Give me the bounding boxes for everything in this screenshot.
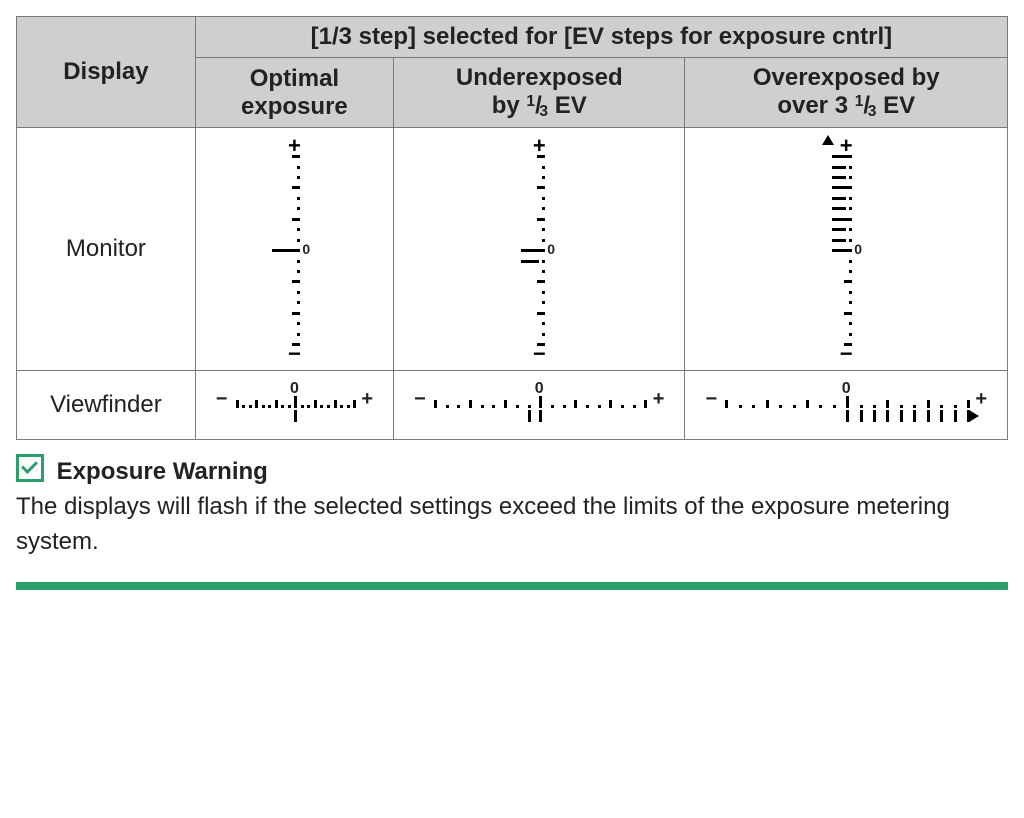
section-rule (16, 582, 1008, 590)
col-header-under: Underexposed by 1/3 EV (394, 58, 685, 128)
viewfinder-optimal-cell: −+0 (195, 371, 393, 440)
col-header-line2: exposure (241, 93, 348, 120)
exposure-table: Display [1/3 step] selected for [EV step… (16, 16, 1008, 440)
row-header-display: Display (17, 17, 196, 128)
col-header-over: Overexposed by over 3 1/3 EV (685, 58, 1008, 128)
check-icon (16, 454, 44, 482)
col-header-line1: Optimal (250, 65, 339, 92)
top-header: [1/3 step] selected for [EV steps for ex… (195, 17, 1007, 58)
monitor-under-cell: +−0 (394, 128, 685, 371)
col-header-line2: by 1/3 EV (492, 92, 587, 119)
warning-body: The displays will flash if the selected … (16, 490, 1008, 560)
viewfinder-under-cell: −+0 (394, 371, 685, 440)
monitor-over-cell: +−0 (685, 128, 1008, 371)
monitor-optimal-cell: +−0 (195, 128, 393, 371)
exposure-warning-box: Exposure Warning The displays will flash… (16, 454, 1008, 560)
col-header-line1: Overexposed by (753, 64, 940, 91)
col-header-line2: over 3 1/3 EV (777, 92, 915, 119)
row-label-viewfinder: Viewfinder (17, 371, 196, 440)
warning-title: Exposure Warning (57, 458, 268, 485)
col-header-line1: Underexposed (456, 64, 623, 91)
viewfinder-over-cell: −+0 (685, 371, 1008, 440)
col-header-optimal: Optimal exposure (195, 58, 393, 128)
row-label-monitor: Monitor (17, 128, 196, 371)
